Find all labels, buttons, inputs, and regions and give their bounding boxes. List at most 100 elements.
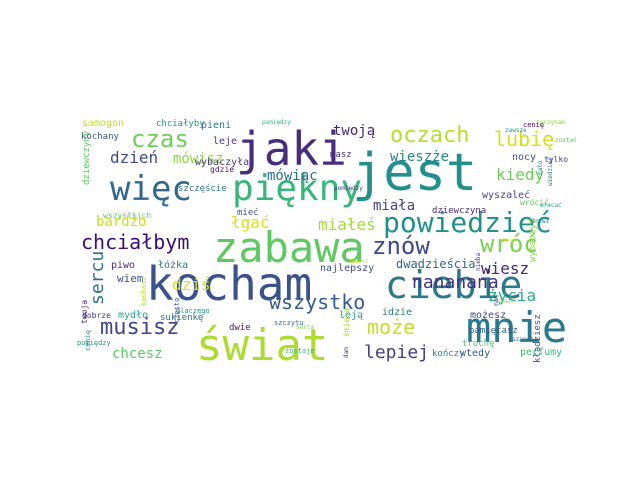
word-10: chciałbym <box>81 230 189 254</box>
word-40: pieni <box>201 120 231 131</box>
word-72: dziewczyny <box>82 130 92 185</box>
word-62: sukienkę <box>160 313 203 323</box>
word-79: dlaczego <box>176 307 210 315</box>
word-84: pomiędzy <box>262 119 291 126</box>
word-80: często <box>173 298 181 323</box>
word-67: twoja <box>80 300 89 324</box>
word-8: więc <box>110 169 192 209</box>
word-28: bardzo <box>96 214 147 230</box>
word-65: mieć <box>237 207 259 218</box>
word-32: wiesz <box>481 259 529 278</box>
word-29: łgać <box>231 213 270 232</box>
word-31: mówiąc <box>267 168 318 184</box>
word-78: pomiędzy <box>77 339 111 347</box>
word-97: wiatr <box>497 298 515 305</box>
word-3: świat <box>196 320 328 371</box>
word-21: sercu <box>87 251 108 305</box>
word-30: miałeś <box>318 215 376 234</box>
word-94: mało <box>537 160 544 175</box>
word-48: idzie <box>382 307 412 318</box>
word-93: zostań <box>555 137 577 144</box>
word-16: musisz <box>100 315 179 340</box>
word-34: chcesz <box>112 346 163 362</box>
word-66: dwie <box>229 323 251 333</box>
word-27: miała <box>373 198 415 214</box>
word-7: ciebie <box>385 263 522 307</box>
word-1: zabawa <box>213 223 365 272</box>
word-70: wybaczyć <box>527 219 538 262</box>
word-82: dawno <box>350 258 368 265</box>
word-55: najlepszy <box>320 263 374 274</box>
word-56: leją <box>339 310 363 321</box>
word-53: piwo <box>111 260 135 271</box>
word-54: łóżka <box>158 259 188 271</box>
word-51: mydło <box>118 310 148 321</box>
word-43: wybaczyła <box>195 157 249 168</box>
word-69: kładziesz <box>533 314 543 363</box>
word-47: tylko <box>544 155 568 164</box>
word-20: wszystko <box>269 290 365 314</box>
word-88: nieba <box>475 253 482 271</box>
word-60: wtedy <box>460 348 490 359</box>
word-44: szczęście <box>178 183 227 194</box>
word-81: serca <box>296 324 314 331</box>
word-19: nananana <box>412 272 499 293</box>
word-4: mnie <box>466 303 567 352</box>
word-68: cenię <box>84 330 92 351</box>
word-59: kończy <box>432 349 465 359</box>
word-18: lepiej <box>364 342 429 363</box>
word-26: twoją <box>333 123 375 139</box>
word-12: czas <box>131 125 189 153</box>
word-49: dziewczyna <box>432 206 486 216</box>
word-71: wrócić <box>520 197 549 207</box>
word-17: może <box>367 315 415 339</box>
word-52: wiem <box>117 272 144 285</box>
word-37: wyszaleć <box>482 189 530 201</box>
word-98: dam <box>343 347 350 358</box>
word-87: ręce <box>500 237 515 244</box>
word-45: masz <box>330 150 352 160</box>
word-92: zawsze <box>505 127 527 134</box>
word-15: lubię <box>494 127 554 151</box>
word-76: zostaje <box>285 347 315 355</box>
word-35: dziś <box>172 275 211 294</box>
word-38: samogon <box>82 118 124 129</box>
word-95: wiedzieć <box>547 157 554 186</box>
word-86: drzwi <box>531 218 549 225</box>
word-33: życia <box>488 286 536 305</box>
word-74: śmieją <box>341 308 351 337</box>
word-64: gdzie <box>210 165 234 174</box>
word-9: powiedzieć <box>383 206 552 239</box>
word-25: kiedy <box>496 165 545 184</box>
word-0: jest <box>352 143 477 203</box>
word-42: leje <box>213 136 237 147</box>
word-85: pomiędzy <box>334 185 363 192</box>
word-5: piękny <box>232 168 362 209</box>
word-23: mówisz <box>173 151 224 167</box>
word-57: możesz <box>470 310 506 321</box>
word-22: dzień <box>110 148 158 167</box>
word-46: nocy <box>512 152 536 163</box>
word-6: jaki <box>236 122 347 176</box>
word-36: dwadzieścia <box>396 257 475 271</box>
word-24: wieszże <box>390 149 449 165</box>
word-50: trochę <box>462 339 495 349</box>
word-14: wróć <box>480 230 538 258</box>
word-61: perfumy <box>520 347 562 358</box>
word-41: kochany <box>81 132 120 142</box>
word-96: mam <box>493 295 500 306</box>
word-77: kochasz <box>140 276 148 306</box>
word-11: oczach <box>390 123 469 148</box>
word-39: chciałyby <box>156 119 205 129</box>
word-58: pamiętasz <box>469 326 518 336</box>
word-73: wszystkich <box>103 211 151 220</box>
word-89: wracać <box>540 202 562 209</box>
word-63: dobrze <box>82 311 111 320</box>
word-2: kocham <box>146 257 312 311</box>
word-13: znów <box>372 232 430 260</box>
word-91: cenię <box>523 121 544 129</box>
word-83: szansę <box>512 336 534 343</box>
word-90: zaczynam <box>536 119 565 126</box>
